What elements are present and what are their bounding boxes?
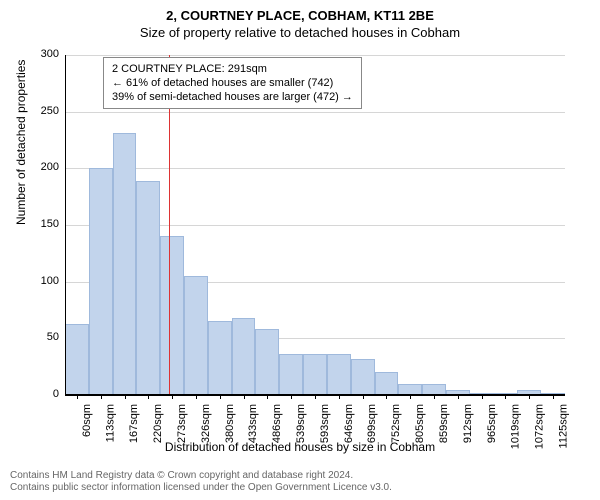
histogram-bar bbox=[113, 133, 137, 395]
histogram-bar bbox=[89, 168, 113, 395]
x-tick-label: 859sqm bbox=[438, 404, 450, 443]
x-tick-label: 113sqm bbox=[105, 404, 117, 442]
x-tick-label: 539sqm bbox=[295, 404, 307, 443]
x-tick-mark bbox=[148, 395, 149, 399]
histogram-bar bbox=[375, 372, 399, 395]
x-tick-mark bbox=[291, 395, 292, 399]
x-tick-mark bbox=[125, 395, 126, 399]
x-tick-label: 326sqm bbox=[200, 404, 212, 443]
x-tick-mark bbox=[482, 395, 483, 399]
x-tick-mark bbox=[267, 395, 268, 399]
histogram-bar bbox=[303, 354, 327, 395]
x-tick-mark bbox=[410, 395, 411, 399]
x-tick-label: 805sqm bbox=[414, 404, 426, 443]
chart-subtitle: Size of property relative to detached ho… bbox=[0, 23, 600, 40]
histogram-bar bbox=[232, 318, 256, 395]
x-tick-mark bbox=[458, 395, 459, 399]
x-tick-mark bbox=[172, 395, 173, 399]
annotation-line: ← 61% of detached houses are smaller (74… bbox=[112, 76, 353, 90]
x-tick-label: 167sqm bbox=[129, 404, 141, 443]
x-tick-mark bbox=[434, 395, 435, 399]
x-tick-label: 60sqm bbox=[81, 404, 93, 437]
y-tick-label: 100 bbox=[19, 275, 59, 287]
x-tick-mark bbox=[315, 395, 316, 399]
y-axis-title: Number of detached properties bbox=[14, 60, 28, 225]
x-tick-mark bbox=[339, 395, 340, 399]
x-tick-mark bbox=[363, 395, 364, 399]
x-tick-label: 752sqm bbox=[390, 404, 402, 443]
y-tick-label: 150 bbox=[19, 218, 59, 230]
annotation-line: 2 COURTNEY PLACE: 291sqm bbox=[112, 62, 353, 76]
x-tick-label: 593sqm bbox=[319, 404, 331, 443]
y-tick-label: 250 bbox=[19, 105, 59, 117]
histogram-bar bbox=[184, 276, 208, 395]
chart-title: 2, COURTNEY PLACE, COBHAM, KT11 2BE bbox=[0, 0, 600, 23]
x-tick-mark bbox=[244, 395, 245, 399]
histogram-bar bbox=[255, 329, 279, 395]
x-tick-label: 273sqm bbox=[176, 404, 188, 443]
footer-line1: Contains HM Land Registry data © Crown c… bbox=[10, 470, 590, 482]
x-tick-label: 699sqm bbox=[367, 404, 379, 443]
annotation-line: 39% of semi-detached houses are larger (… bbox=[112, 90, 353, 104]
x-tick-mark bbox=[553, 395, 554, 399]
histogram-bar bbox=[136, 181, 160, 395]
x-tick-label: 486sqm bbox=[271, 404, 283, 443]
chart-plot-area: 60sqm113sqm167sqm220sqm273sqm326sqm380sq… bbox=[65, 55, 565, 395]
x-tick-label: 433sqm bbox=[248, 404, 260, 443]
x-tick-mark bbox=[386, 395, 387, 399]
x-tick-label: 380sqm bbox=[224, 404, 236, 443]
x-tick-label: 965sqm bbox=[486, 404, 498, 443]
y-tick-label: 200 bbox=[19, 161, 59, 173]
chart-footer: Contains HM Land Registry data © Crown c… bbox=[10, 470, 590, 494]
x-tick-mark bbox=[196, 395, 197, 399]
histogram-bar bbox=[65, 324, 89, 395]
x-tick-mark bbox=[220, 395, 221, 399]
y-tick-label: 0 bbox=[19, 388, 59, 400]
x-tick-label: 646sqm bbox=[343, 404, 355, 443]
histogram-bar bbox=[160, 236, 184, 395]
annotation-box: 2 COURTNEY PLACE: 291sqm← 61% of detache… bbox=[103, 57, 362, 109]
x-tick-mark bbox=[77, 395, 78, 399]
x-tick-label: 912sqm bbox=[462, 404, 474, 443]
x-tick-mark bbox=[505, 395, 506, 399]
x-tick-mark bbox=[101, 395, 102, 399]
y-tick-label: 50 bbox=[19, 331, 59, 343]
histogram-bar bbox=[279, 354, 303, 395]
x-tick-mark bbox=[529, 395, 530, 399]
histogram-bar bbox=[351, 359, 375, 395]
histogram-bar bbox=[327, 354, 351, 395]
footer-line2: Contains public sector information licen… bbox=[10, 482, 590, 494]
histogram-bar bbox=[208, 321, 232, 395]
x-axis-title: Distribution of detached houses by size … bbox=[0, 440, 600, 454]
y-tick-label: 300 bbox=[19, 48, 59, 60]
x-tick-label: 220sqm bbox=[152, 404, 164, 443]
y-axis-line bbox=[65, 55, 66, 395]
